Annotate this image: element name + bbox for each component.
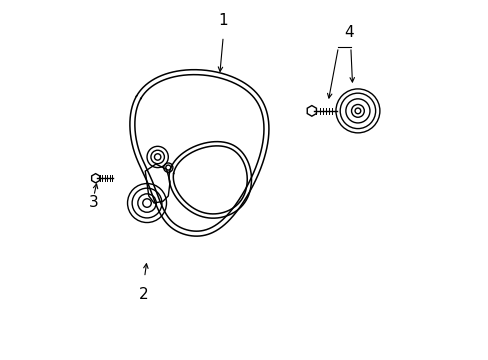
Text: 2: 2 [139,287,148,302]
Text: 4: 4 [344,25,353,40]
Text: 3: 3 [89,195,99,210]
Text: 1: 1 [218,13,227,28]
